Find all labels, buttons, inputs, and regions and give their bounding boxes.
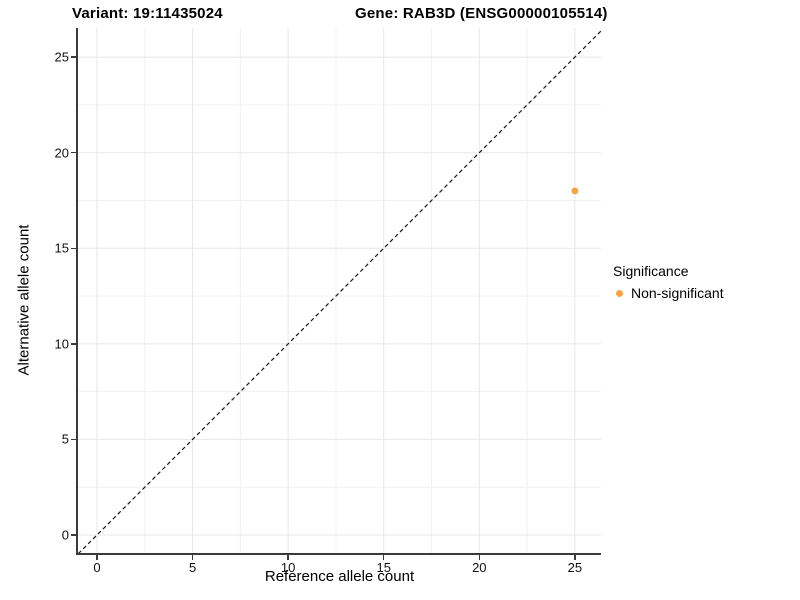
y-tick-label: 15 — [54, 240, 69, 256]
legend-item-non-significant: Non-significant — [613, 285, 724, 301]
y-tick-mark — [71, 247, 76, 250]
x-tick-mark — [574, 555, 576, 560]
legend: Significance Non-significant — [613, 263, 724, 301]
y-tick-mark — [71, 438, 76, 441]
x-tick-label: 10 — [280, 560, 296, 575]
x-tick-label: 5 — [188, 560, 197, 575]
x-axis-title: Reference allele count — [264, 568, 415, 585]
identity-dashed-line — [78, 30, 601, 553]
y-tick-label: 25 — [54, 49, 69, 65]
x-tick-label: 25 — [567, 560, 583, 575]
y-tick-label: 10 — [54, 336, 69, 352]
plot-title-variant: Variant: 19:11435024 — [72, 5, 223, 22]
x-tick-label: 0 — [93, 560, 101, 575]
legend-item-label: Non-significant — [631, 285, 724, 301]
x-tick-label: 15 — [376, 560, 391, 575]
x-tick-mark — [478, 555, 481, 560]
y-tick-mark — [71, 151, 76, 154]
data-point — [571, 187, 579, 195]
y-tick-mark — [71, 343, 76, 345]
plot-title-gene: Gene: RAB3D (ENSG00000105514) — [355, 5, 608, 22]
y-tick-mark — [71, 56, 76, 58]
x-tick-mark — [191, 555, 194, 560]
y-tick-label: 20 — [54, 145, 69, 161]
plot-panel — [76, 28, 601, 555]
orange-dot-icon — [616, 290, 623, 297]
plot-area — [78, 28, 601, 553]
y-tick-label: 5 — [61, 431, 69, 447]
x-tick-mark — [382, 555, 385, 560]
x-tick-mark — [287, 555, 289, 560]
x-tick-label: 20 — [472, 560, 487, 575]
y-tick-label: 0 — [61, 527, 69, 543]
legend-title: Significance — [613, 263, 689, 279]
x-tick-mark — [96, 555, 98, 560]
y-tick-mark — [71, 534, 76, 536]
